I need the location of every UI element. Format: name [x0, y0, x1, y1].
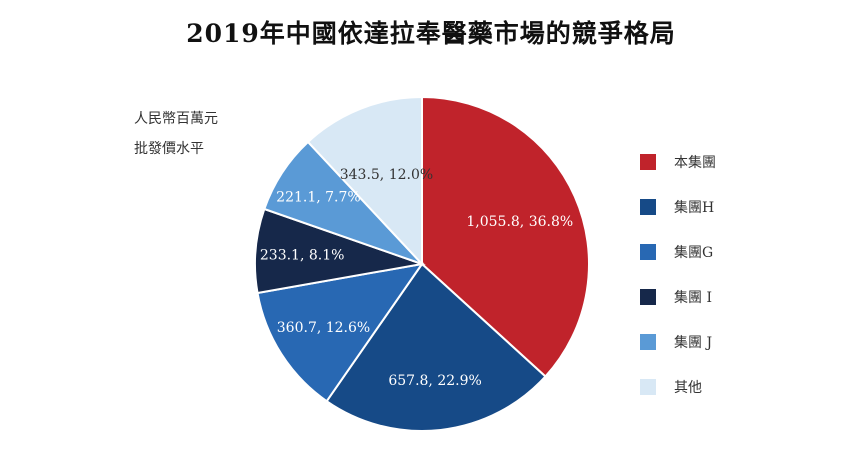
- legend-swatch-3: [640, 243, 656, 260]
- pie-slice-2: [325, 262, 547, 432]
- legend-swatch-2: [640, 198, 656, 215]
- legend-label-2: 集團H: [674, 199, 715, 216]
- legend-swatch-6: [640, 378, 656, 395]
- slice-data-label-1: 1,055.8, 36.8%: [466, 214, 573, 230]
- slice-data-label-2: 657.8, 22.9%: [388, 373, 481, 389]
- legend-item-2: 集團H: [640, 184, 716, 229]
- unit-label-price-level: 批發價水平: [134, 141, 204, 157]
- pie-slice-6: [306, 95, 423, 267]
- legend-item-3: 集團G: [640, 229, 716, 274]
- legend-label-3: 集團G: [674, 244, 714, 261]
- pie-slice-1: [421, 95, 590, 378]
- legend-item-5: 集團 J: [640, 319, 716, 364]
- slice-data-label-4: 233.1, 8.1%: [260, 247, 345, 263]
- legend: 本集團集團H 集團G 集團 I 集團 J 其他: [640, 139, 716, 409]
- legend-label-5: 集團 J: [674, 334, 713, 351]
- legend-item-6: 其他: [640, 364, 716, 409]
- legend-label-4: 集團 I: [674, 289, 712, 306]
- unit-label-currency: 人民幣百萬元: [134, 111, 218, 127]
- pie-slice-3: [256, 262, 425, 403]
- legend-item-4: 集團 I: [640, 274, 716, 319]
- slice-data-label-5: 221.1, 7.7%: [276, 190, 361, 206]
- chart-title: 2019年中國依達拉奉醫藥市場的競爭格局: [186, 19, 676, 48]
- legend-swatch-4: [640, 288, 656, 305]
- legend-label-1: 本集團: [674, 154, 716, 171]
- legend-item-1: 本集團: [640, 139, 716, 184]
- legend-swatch-1: [640, 153, 656, 170]
- slice-data-label-6: 343.5, 12.0%: [340, 167, 433, 183]
- legend-label-6: 其他: [674, 379, 702, 396]
- slice-data-label-3: 360.7, 12.6%: [277, 320, 370, 336]
- legend-swatch-5: [640, 333, 656, 350]
